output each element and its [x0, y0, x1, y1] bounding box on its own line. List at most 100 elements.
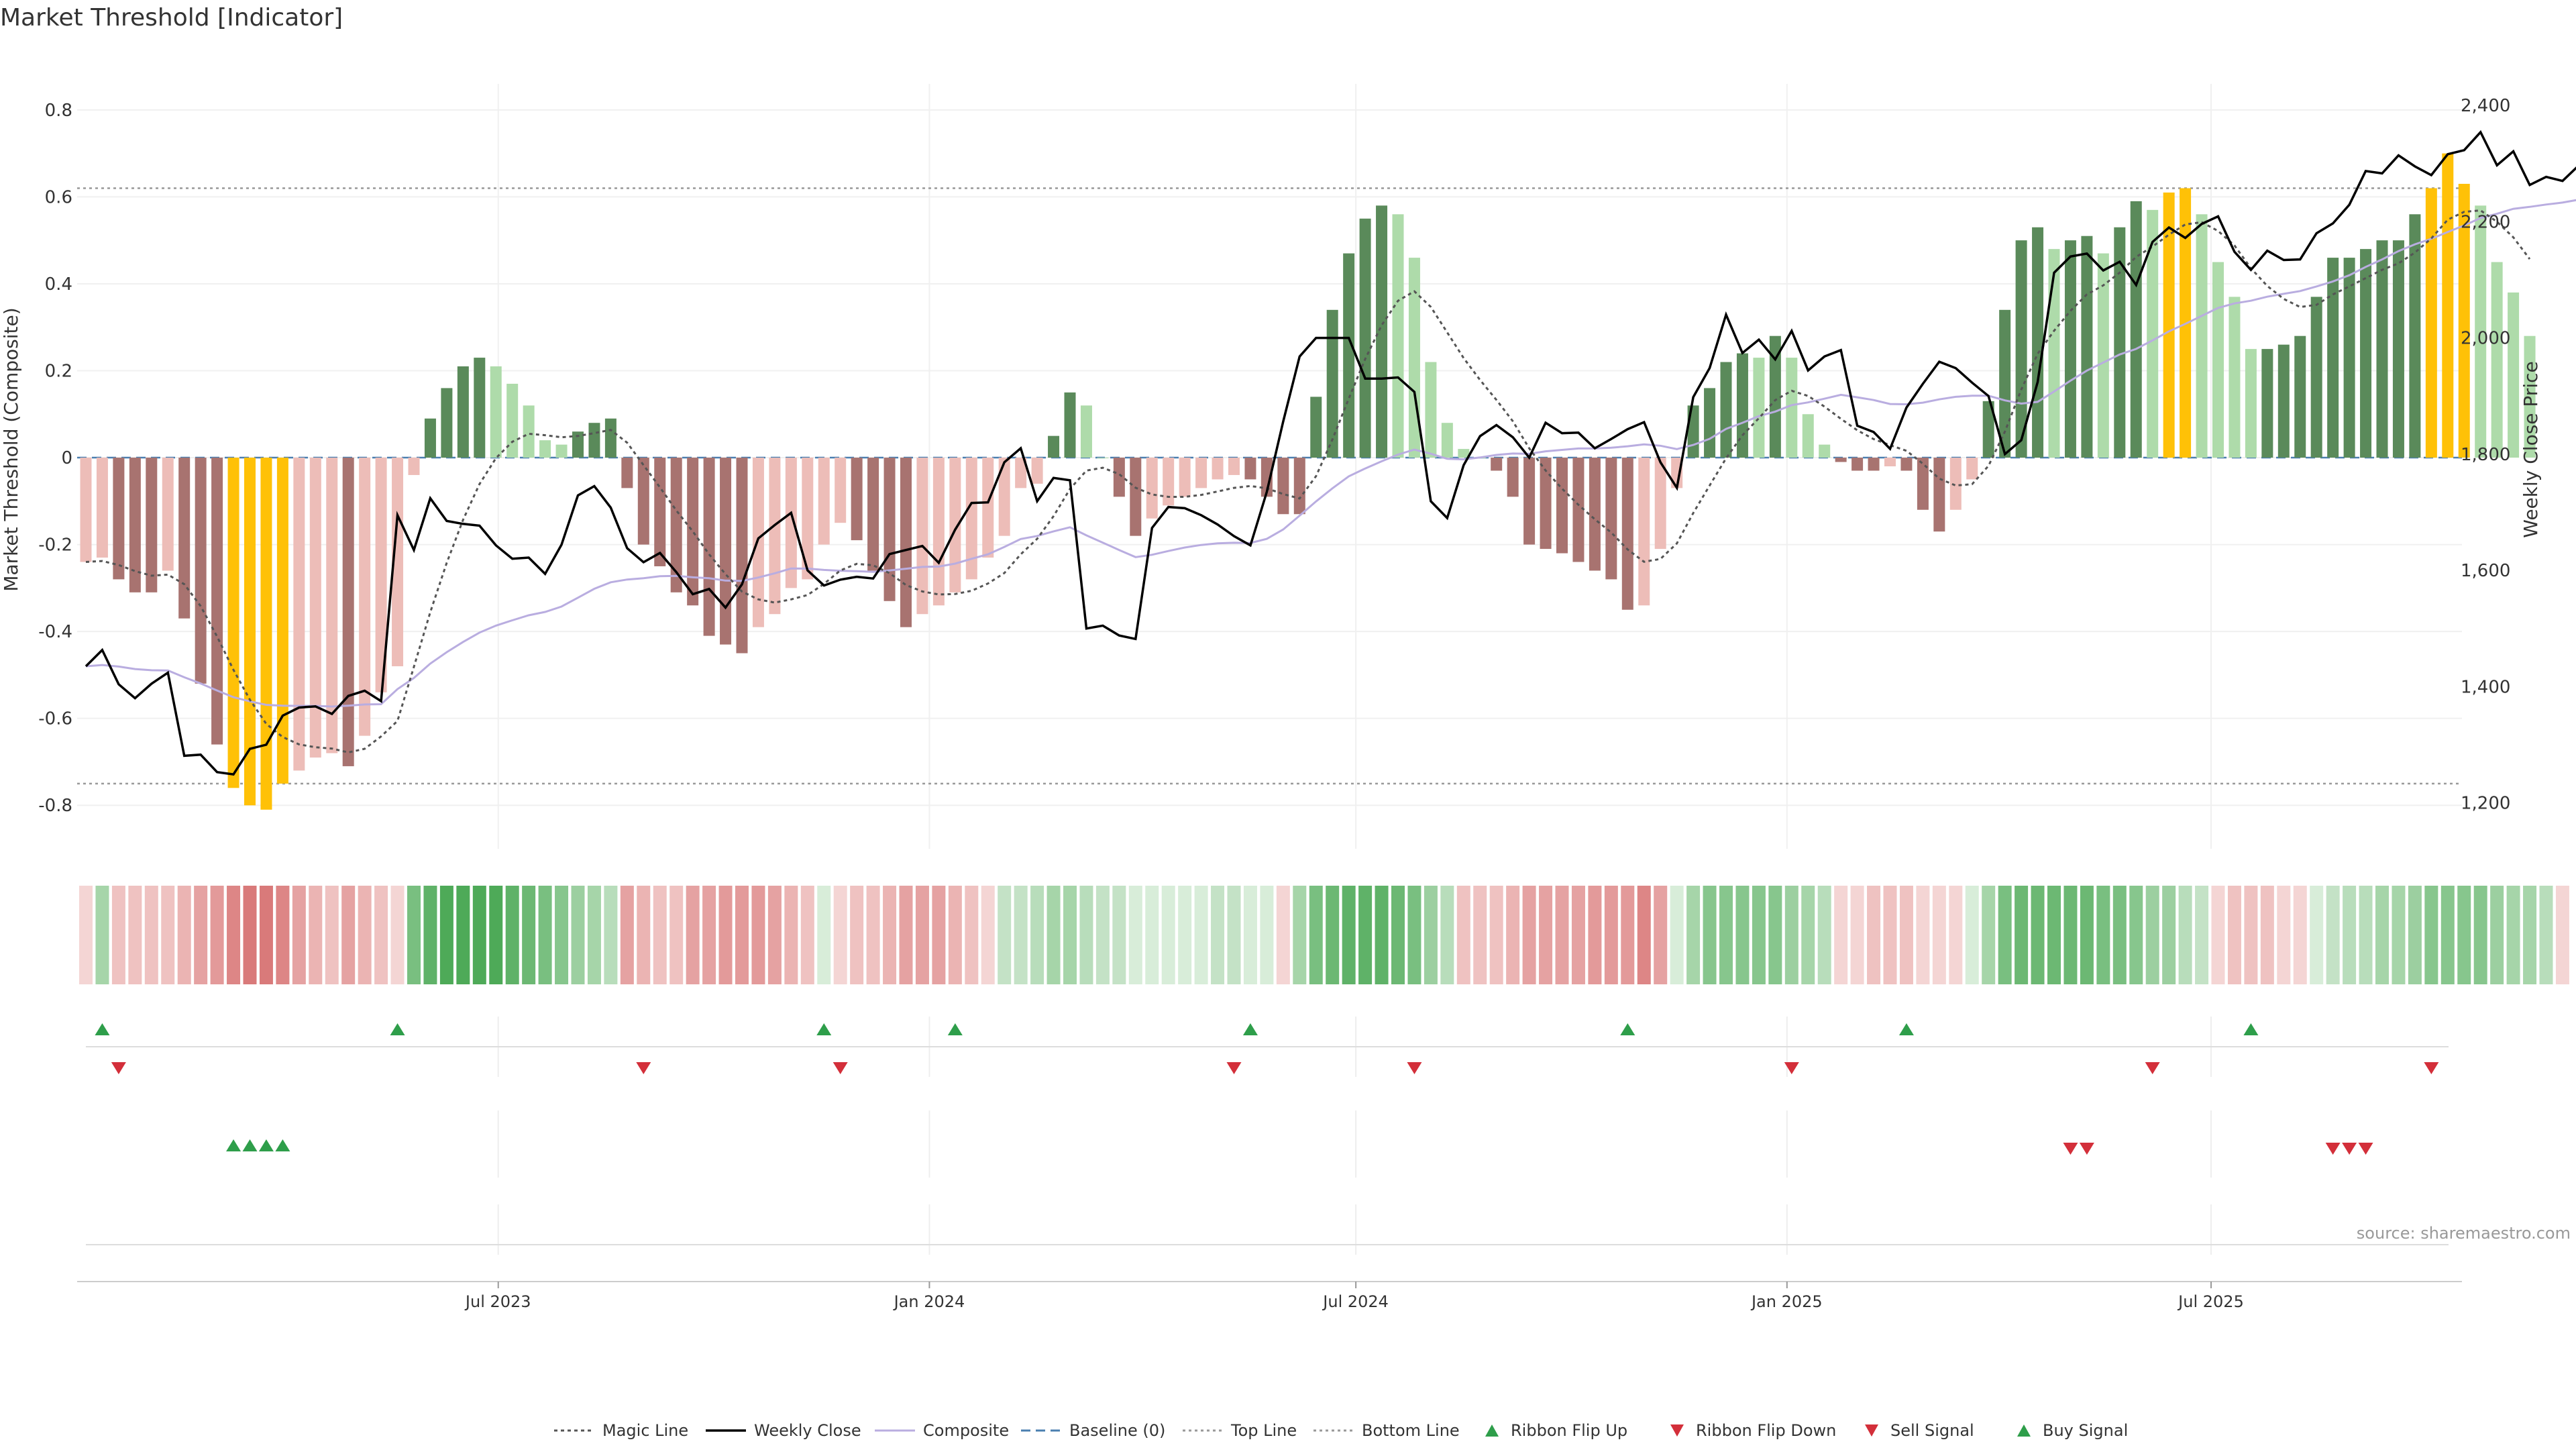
ribbon-cell [718, 886, 733, 984]
ribbon-cell [194, 886, 208, 984]
composite-bar [1163, 458, 1175, 506]
y-right-tick-label: 1,600 [2461, 561, 2510, 581]
composite-bar [2508, 292, 2520, 458]
composite-bar [670, 458, 682, 592]
ribbon-cell [1145, 886, 1159, 984]
ribbon-cell [866, 886, 880, 984]
composite-bar [769, 458, 781, 615]
composite-bar [1999, 309, 2011, 458]
composite-bar [2442, 153, 2454, 458]
composite-bar [1654, 458, 1666, 550]
ribbon-cell [2326, 886, 2340, 984]
composite-bar [1671, 458, 1683, 488]
composite-bar [1179, 458, 1191, 497]
composite-bar [80, 458, 92, 562]
composite-bar [1376, 205, 1388, 458]
legend-label: Baseline (0) [1069, 1421, 1165, 1440]
composite-bar [227, 458, 239, 788]
ribbon-cell [1424, 886, 1438, 984]
ribbon-cell [1555, 886, 1569, 984]
y-right-axis-label: Weekly Close Price [2520, 361, 2542, 537]
ribbon-cell [1932, 886, 1946, 984]
ribbon-cell [948, 886, 962, 984]
ribbon-cell [2277, 886, 2291, 984]
composite-bar [1260, 458, 1273, 497]
ribbon-cell [1916, 886, 1930, 984]
legend-item-buy: Buy Signal [2017, 1421, 2128, 1440]
ribbon-flip-down-marker [1407, 1062, 1422, 1074]
ribbon-cell [2343, 886, 2357, 984]
ribbon-cell [637, 886, 651, 984]
ribbon-cell [1260, 886, 1274, 984]
ribbon-cell [1014, 886, 1028, 984]
ribbon-cell [2145, 886, 2159, 984]
legend-item-sell: Sell Signal [1865, 1421, 1974, 1440]
ribbon-cell [883, 886, 897, 984]
composite-bar [441, 388, 453, 458]
y-left-tick-label: -0.6 [38, 709, 72, 729]
bar-layer [80, 153, 2536, 810]
ribbon-cell [735, 886, 749, 984]
composite-bar [1458, 449, 1470, 458]
ribbon-cell [210, 886, 224, 984]
ribbon-layer [79, 886, 2569, 984]
y-right-tick-label: 2,200 [2461, 212, 2510, 232]
composite-bar [1704, 388, 1716, 458]
composite-bar [736, 458, 748, 654]
x-tick-label: Jul 2025 [2177, 1292, 2244, 1311]
ribbon-cell [1982, 886, 1996, 984]
ribbon-cell [161, 886, 175, 984]
composite-bar [851, 458, 863, 541]
ribbon-cell [1326, 886, 1340, 984]
legend-label: Sell Signal [1890, 1421, 1974, 1440]
ribbon-cell [1801, 886, 1815, 984]
ribbon-cell [407, 886, 421, 984]
ribbon-cell [489, 886, 503, 984]
composite-bar [2048, 249, 2060, 458]
composite-bar [1540, 458, 1552, 550]
ribbon-cell [981, 886, 995, 984]
composite-bar [1605, 458, 1617, 580]
composite-bar [867, 458, 879, 571]
ribbon-cell [2031, 886, 2045, 984]
ribbon-cell [2080, 886, 2094, 984]
composite-bar [359, 458, 371, 736]
legend-label: Bottom Line [1362, 1421, 1460, 1440]
ribbon-flip-up-marker [1620, 1023, 1635, 1035]
ribbon-cell [522, 886, 536, 984]
ribbon-cell [2408, 886, 2422, 984]
ribbon-cell [2310, 886, 2324, 984]
ribbon-flip-down-marker [833, 1062, 848, 1074]
composite-bar [2425, 188, 2437, 458]
ribbon-cell [2359, 886, 2373, 984]
ribbon-cell [456, 886, 470, 984]
ribbon-cell [1571, 886, 1585, 984]
ribbon-cell [2392, 886, 2406, 984]
y-right-tick-label: 2,400 [2461, 96, 2510, 116]
y-left-tick-label: 0 [61, 448, 72, 468]
ribbon-cell [1456, 886, 1470, 984]
composite-bar [982, 458, 994, 558]
composite-bar [129, 458, 141, 592]
y-left-axis-label: Market Threshold (Composite) [0, 307, 22, 591]
composite-bar [965, 458, 977, 580]
composite-bar [162, 458, 174, 571]
composite-bar [1982, 401, 1994, 458]
grid-layer [77, 84, 2462, 1255]
ribbon-cell [1621, 886, 1635, 984]
green-triangle-up-icon [1485, 1424, 1499, 1437]
composite-bar [178, 458, 191, 619]
composite-bar [2114, 227, 2126, 458]
ribbon-flip-down-marker [2424, 1062, 2439, 1074]
ribbon-cell [144, 886, 158, 984]
weekly-close-line [85, 129, 2576, 776]
ribbon-cell [1654, 886, 1668, 984]
ribbon-cell [243, 886, 257, 984]
composite-bar [2064, 240, 2076, 458]
composite-bar [457, 366, 469, 458]
reference-lines [77, 187, 2462, 785]
ribbon-cell [767, 886, 782, 984]
composite-bar [260, 458, 272, 810]
composite-bar [572, 431, 584, 458]
